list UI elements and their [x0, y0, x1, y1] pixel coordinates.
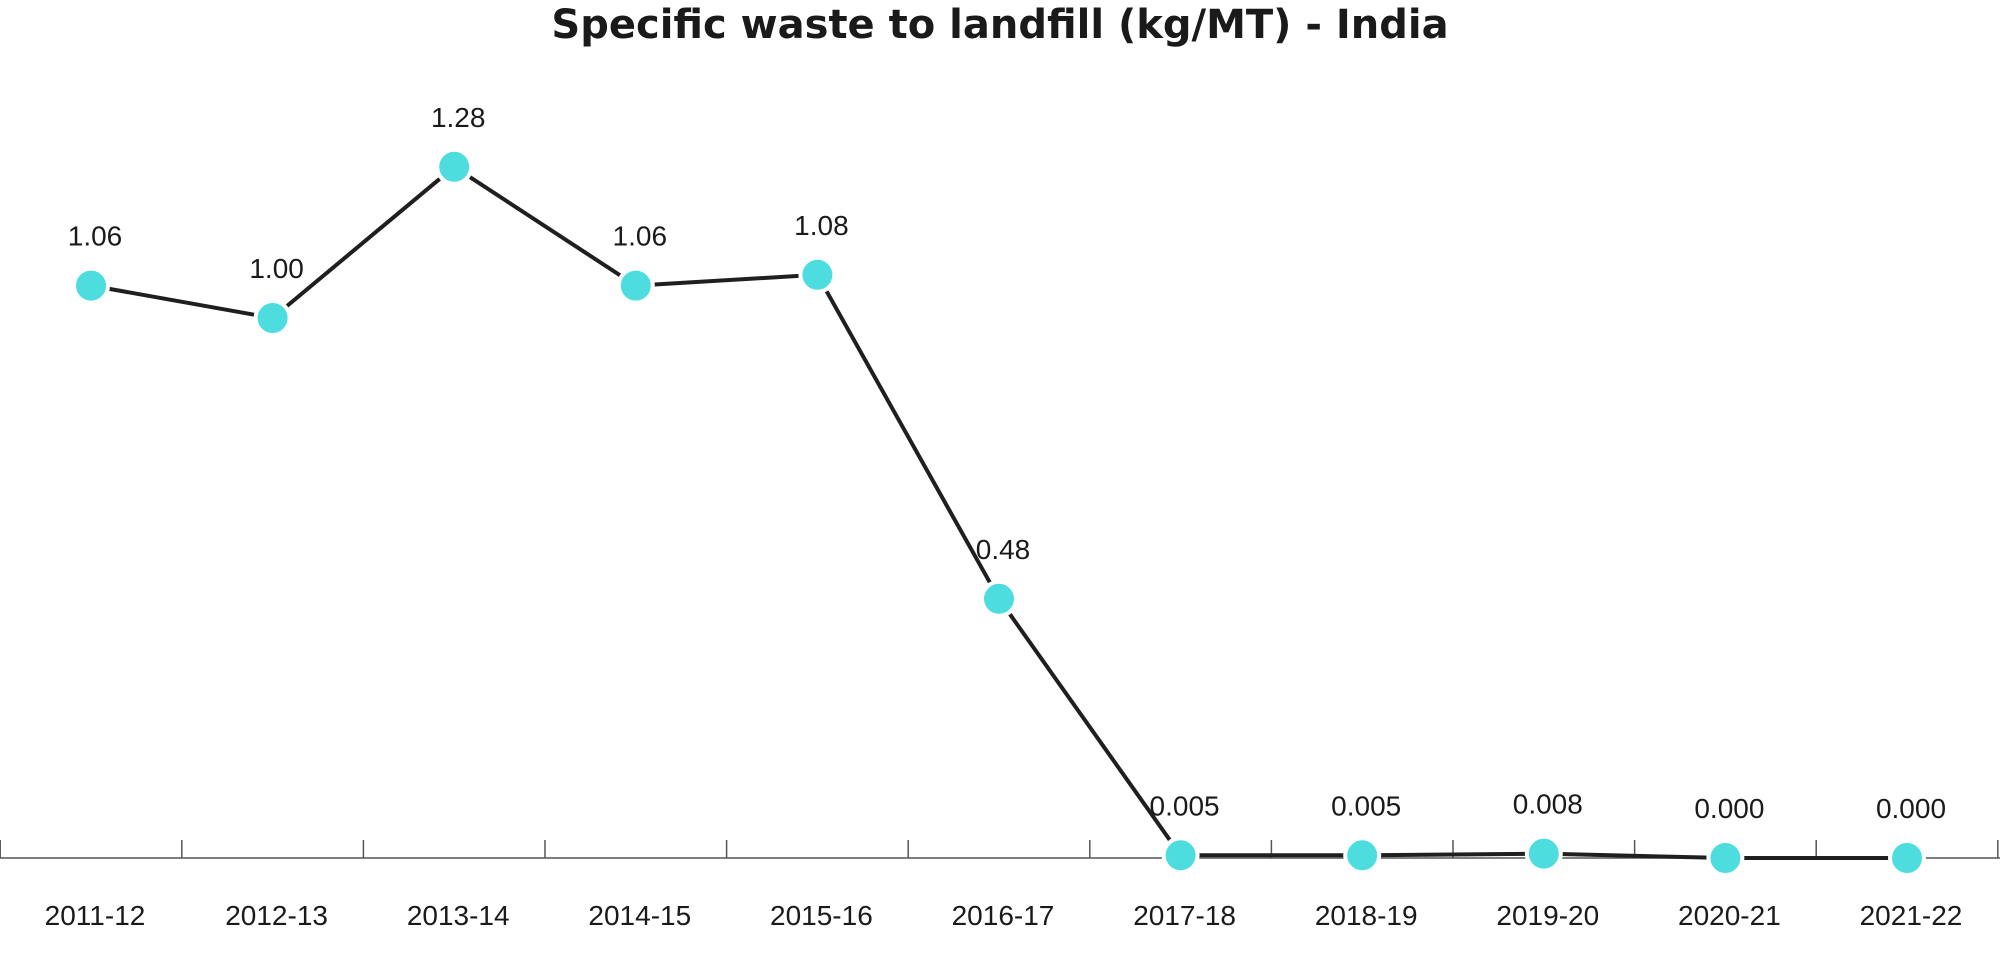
series-line-segment	[89, 283, 275, 320]
data-label-2019-20: 0.008	[1513, 789, 1583, 820]
data-point-2019-20	[1524, 834, 1563, 873]
series-line-segment	[1541, 851, 1728, 860]
x-tick-label-2017-18: 2017-18	[1133, 900, 1236, 931]
data-label-2013-14: 1.28	[431, 102, 486, 133]
series-line-segment	[1360, 851, 1546, 858]
data-label-2011-12: 1.06	[68, 221, 123, 252]
data-label-2017-18: 0.005	[1150, 790, 1220, 821]
x-tick-label-2016-17: 2016-17	[952, 900, 1055, 931]
data-point-2020-21	[1706, 839, 1745, 877]
data-point-2016-17	[980, 579, 1018, 618]
data-point-2014-15	[616, 266, 655, 305]
series-line-segment	[997, 596, 1183, 858]
data-label-2018-19: 0.005	[1331, 790, 1401, 821]
data-label-2014-15: 1.06	[613, 221, 668, 252]
x-tick-label-2013-14: 2013-14	[407, 900, 510, 931]
tick-label-group: 2011-12 2012-13 2013-14 2014-15 2015-16 2016-…	[45, 900, 1963, 931]
data-point-2013-14	[435, 147, 474, 186]
data-point-2017-18	[1161, 836, 1200, 875]
data-label-2015-16: 1.08	[794, 210, 849, 241]
data-point-2015-16	[798, 255, 837, 294]
data-label-2012-13: 1.00	[249, 253, 304, 284]
data-point-2011-12	[72, 266, 110, 305]
data-label-group: 1.06 1.00 1.28 1.06 1.08 0.48 0.005 0.005 0.008 0…	[68, 102, 1946, 824]
data-point-2021-22	[1888, 839, 1926, 877]
data-label-2021-22: 0.000	[1876, 793, 1946, 824]
x-tick-label-2018-19: 2018-19	[1315, 900, 1418, 931]
x-axis	[0, 840, 2000, 859]
x-tick-label-2015-16: 2015-16	[770, 900, 873, 931]
series-line-group	[89, 164, 1909, 860]
data-label-2020-21: 0.000	[1694, 793, 1764, 824]
data-point-2012-13	[253, 299, 292, 337]
x-tick-label-2020-21: 2020-21	[1678, 900, 1781, 931]
marker-group	[72, 147, 1926, 877]
data-point-2018-19	[1343, 836, 1382, 875]
x-tick-label-2011-12: 2011-12	[45, 900, 146, 931]
x-tick-label-2019-20: 2019-20	[1496, 900, 1599, 931]
x-tick-label-2014-15: 2014-15	[588, 900, 691, 931]
series-line-segment	[815, 272, 1001, 601]
chart-title: Specific waste to landfill (kg/MT) - Ind…	[551, 2, 1449, 48]
series-line-segment	[270, 164, 457, 320]
x-tick-label-2012-13: 2012-13	[225, 900, 328, 931]
data-label-2016-17: 0.48	[976, 534, 1031, 565]
series-line-segment	[633, 272, 820, 288]
x-tick-label-2021-22: 2021-22	[1860, 900, 1963, 931]
series-line-segment	[452, 164, 638, 288]
